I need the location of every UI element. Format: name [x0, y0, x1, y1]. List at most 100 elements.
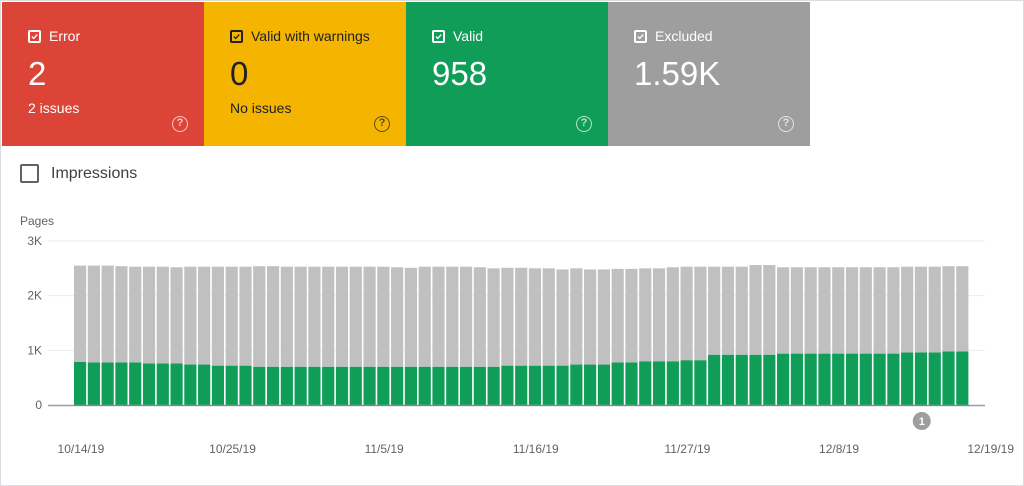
bar-excluded[interactable]	[349, 266, 362, 367]
bar-excluded[interactable]	[694, 266, 707, 361]
bar-valid[interactable]	[942, 351, 955, 405]
bar-valid[interactable]	[652, 361, 666, 405]
bar-valid[interactable]	[129, 362, 142, 405]
bar-excluded[interactable]	[708, 266, 721, 355]
bar-valid[interactable]	[515, 365, 528, 405]
bar-excluded[interactable]	[253, 266, 266, 367]
bar-excluded[interactable]	[473, 267, 486, 367]
bar-excluded[interactable]	[542, 268, 555, 366]
bar-valid[interactable]	[74, 361, 87, 405]
impressions-toggle[interactable]: Impressions	[20, 164, 137, 183]
bar-valid[interactable]	[832, 353, 845, 405]
valid-checkbox-icon[interactable]	[432, 29, 445, 43]
bar-valid[interactable]	[735, 354, 748, 405]
bar-excluded[interactable]	[363, 266, 376, 367]
bar-excluded[interactable]	[170, 267, 183, 364]
bar-excluded[interactable]	[74, 265, 87, 362]
bar-excluded[interactable]	[446, 266, 459, 367]
bar-excluded[interactable]	[777, 267, 790, 354]
bar-excluded[interactable]	[515, 267, 528, 366]
bar-valid[interactable]	[142, 363, 156, 405]
bar-valid[interactable]	[349, 366, 362, 405]
error-help-icon[interactable]: ?	[172, 116, 188, 132]
bar-valid[interactable]	[170, 363, 183, 405]
bar-excluded[interactable]	[184, 266, 197, 365]
bar-valid[interactable]	[749, 354, 762, 405]
bar-valid[interactable]	[239, 365, 252, 405]
bar-excluded[interactable]	[322, 266, 335, 367]
bar-excluded[interactable]	[873, 267, 886, 354]
bar-valid[interactable]	[721, 354, 735, 405]
bar-excluded[interactable]	[956, 266, 969, 352]
bar-valid[interactable]	[87, 362, 100, 405]
bar-valid[interactable]	[804, 353, 817, 405]
annotation-marker[interactable]	[912, 412, 931, 430]
bar-excluded[interactable]	[308, 266, 321, 367]
bar-excluded[interactable]	[335, 266, 349, 367]
bar-valid[interactable]	[777, 353, 790, 405]
bar-valid[interactable]	[184, 364, 197, 405]
bar-valid[interactable]	[914, 352, 928, 405]
bar-valid[interactable]	[859, 353, 872, 405]
bar-excluded[interactable]	[818, 267, 831, 354]
bar-valid[interactable]	[101, 362, 114, 405]
warning-card[interactable]: Valid with warnings 0 No issues ?	[204, 2, 406, 146]
bar-excluded[interactable]	[901, 266, 914, 353]
bar-valid[interactable]	[597, 364, 610, 405]
bar-valid[interactable]	[156, 363, 169, 405]
bar-excluded[interactable]	[487, 268, 500, 367]
bar-valid[interactable]	[253, 366, 266, 405]
bar-valid[interactable]	[790, 353, 803, 405]
error-checkbox-icon[interactable]	[28, 29, 41, 43]
bar-excluded[interactable]	[845, 267, 859, 354]
valid-help-icon[interactable]: ?	[576, 116, 592, 132]
bar-excluded[interactable]	[266, 266, 280, 367]
bar-valid[interactable]	[335, 366, 349, 405]
bar-valid[interactable]	[708, 354, 721, 405]
error-card[interactable]: Error 2 2 issues ?	[2, 2, 204, 146]
bar-valid[interactable]	[818, 353, 831, 405]
bar-excluded[interactable]	[804, 267, 817, 354]
bar-excluded[interactable]	[790, 267, 803, 354]
excluded-card[interactable]: Excluded 1.59K ?	[608, 2, 810, 146]
bar-excluded[interactable]	[432, 266, 445, 367]
bar-valid[interactable]	[294, 366, 307, 405]
valid-card[interactable]: Valid 958 ?	[406, 2, 608, 146]
bar-excluded[interactable]	[639, 268, 652, 362]
bar-valid[interactable]	[625, 362, 638, 405]
bar-valid[interactable]	[542, 365, 555, 405]
bar-excluded[interactable]	[404, 267, 418, 367]
warning-checkbox-icon[interactable]	[230, 29, 243, 43]
bar-excluded[interactable]	[391, 267, 404, 367]
bar-excluded[interactable]	[611, 268, 624, 363]
bar-excluded[interactable]	[87, 265, 100, 363]
bar-valid[interactable]	[404, 366, 418, 405]
bar-valid[interactable]	[611, 362, 624, 405]
bar-valid[interactable]	[584, 364, 597, 405]
bar-excluded[interactable]	[942, 266, 955, 352]
bar-valid[interactable]	[280, 366, 293, 405]
bar-excluded[interactable]	[666, 267, 679, 362]
bar-excluded[interactable]	[280, 266, 293, 367]
bar-excluded[interactable]	[129, 266, 142, 363]
bar-valid[interactable]	[928, 352, 941, 405]
bar-valid[interactable]	[763, 354, 776, 405]
bar-excluded[interactable]	[294, 266, 307, 367]
bar-valid[interactable]	[845, 353, 859, 405]
bar-valid[interactable]	[211, 365, 225, 405]
bar-valid[interactable]	[363, 366, 376, 405]
bar-excluded[interactable]	[239, 266, 252, 366]
bar-valid[interactable]	[528, 365, 542, 405]
bar-valid[interactable]	[666, 361, 679, 405]
bar-excluded[interactable]	[377, 266, 390, 367]
bar-excluded[interactable]	[721, 266, 735, 355]
bar-valid[interactable]	[901, 352, 914, 405]
bar-excluded[interactable]	[887, 267, 900, 354]
bar-excluded[interactable]	[556, 269, 569, 366]
bar-valid[interactable]	[873, 353, 886, 405]
bar-excluded[interactable]	[101, 265, 114, 363]
bar-valid[interactable]	[956, 351, 969, 405]
bar-valid[interactable]	[308, 366, 321, 405]
bar-excluded[interactable]	[749, 265, 762, 355]
bar-excluded[interactable]	[459, 266, 473, 367]
